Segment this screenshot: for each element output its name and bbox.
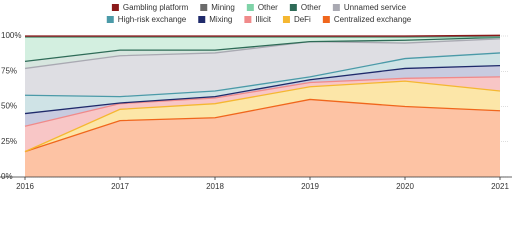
y-tick-label: 50%: [1, 102, 17, 111]
area-fill: [25, 36, 500, 62]
area-line: [24, 80, 501, 153]
legend-swatch: [332, 4, 340, 11]
chart: 0%25%50%75%100%2016 2017 2018 2019 2020 2021G…: [0, 3, 512, 191]
area-line: [24, 36, 501, 63]
y-tick-label: 25%: [1, 137, 17, 146]
legend-swatch: [322, 16, 330, 23]
area-fill: [25, 81, 500, 152]
legend-label: DeFi: [294, 15, 311, 24]
legend-label: Other: [258, 3, 278, 12]
legend-row: Gambling platform Mining Other Other Unnamed…: [111, 3, 407, 12]
x-tick-label: 2021: [491, 182, 509, 191]
area-fill: [25, 76, 500, 152]
legend-label: High-risk exchange: [118, 15, 187, 24]
area-line: [24, 38, 501, 70]
area-line: [25, 36, 501, 39]
legend-label: Centralized exchange: [334, 15, 412, 24]
legend-swatch: [200, 4, 208, 11]
x-tick-label: 2016: [16, 182, 34, 191]
area-fill: [25, 99, 500, 177]
y-tick-label: 100%: [1, 31, 21, 40]
x-tick-label: 2018: [206, 182, 224, 191]
x-tick-label: 2020: [396, 182, 414, 191]
legend-label: Mixing: [209, 15, 232, 24]
area-line: [24, 64, 501, 115]
legend-label: Unnamed service: [344, 3, 407, 12]
legend-label: Illicit: [255, 15, 271, 24]
area-line: [25, 34, 501, 37]
area-line: [24, 52, 501, 98]
legend-swatch: [198, 16, 206, 23]
legend-swatch: [289, 4, 297, 11]
legend-swatch: [246, 4, 254, 11]
area-fill: [25, 38, 500, 97]
area-fill: [25, 65, 500, 127]
area-fill: [25, 52, 500, 114]
legend-swatch: [106, 16, 114, 23]
area-line: [24, 76, 501, 127]
y-tick-label: 75%: [1, 66, 17, 75]
legend-label: Other: [301, 3, 321, 12]
legend-label: Mining: [211, 3, 235, 12]
legend-row: High-risk exchange Mixing Illicit DeFi Centr…: [106, 15, 412, 24]
areas: [25, 35, 500, 177]
lines: [24, 34, 501, 153]
legend-swatch: [111, 4, 119, 11]
area-line: [24, 98, 501, 153]
x-tick-label: 2019: [301, 182, 319, 191]
legend-label: Gambling platform: [123, 3, 189, 12]
area-line: [25, 35, 501, 38]
legend-swatch: [282, 16, 290, 23]
x-tick-label: 2017: [111, 182, 129, 191]
legend-swatch: [244, 16, 252, 23]
